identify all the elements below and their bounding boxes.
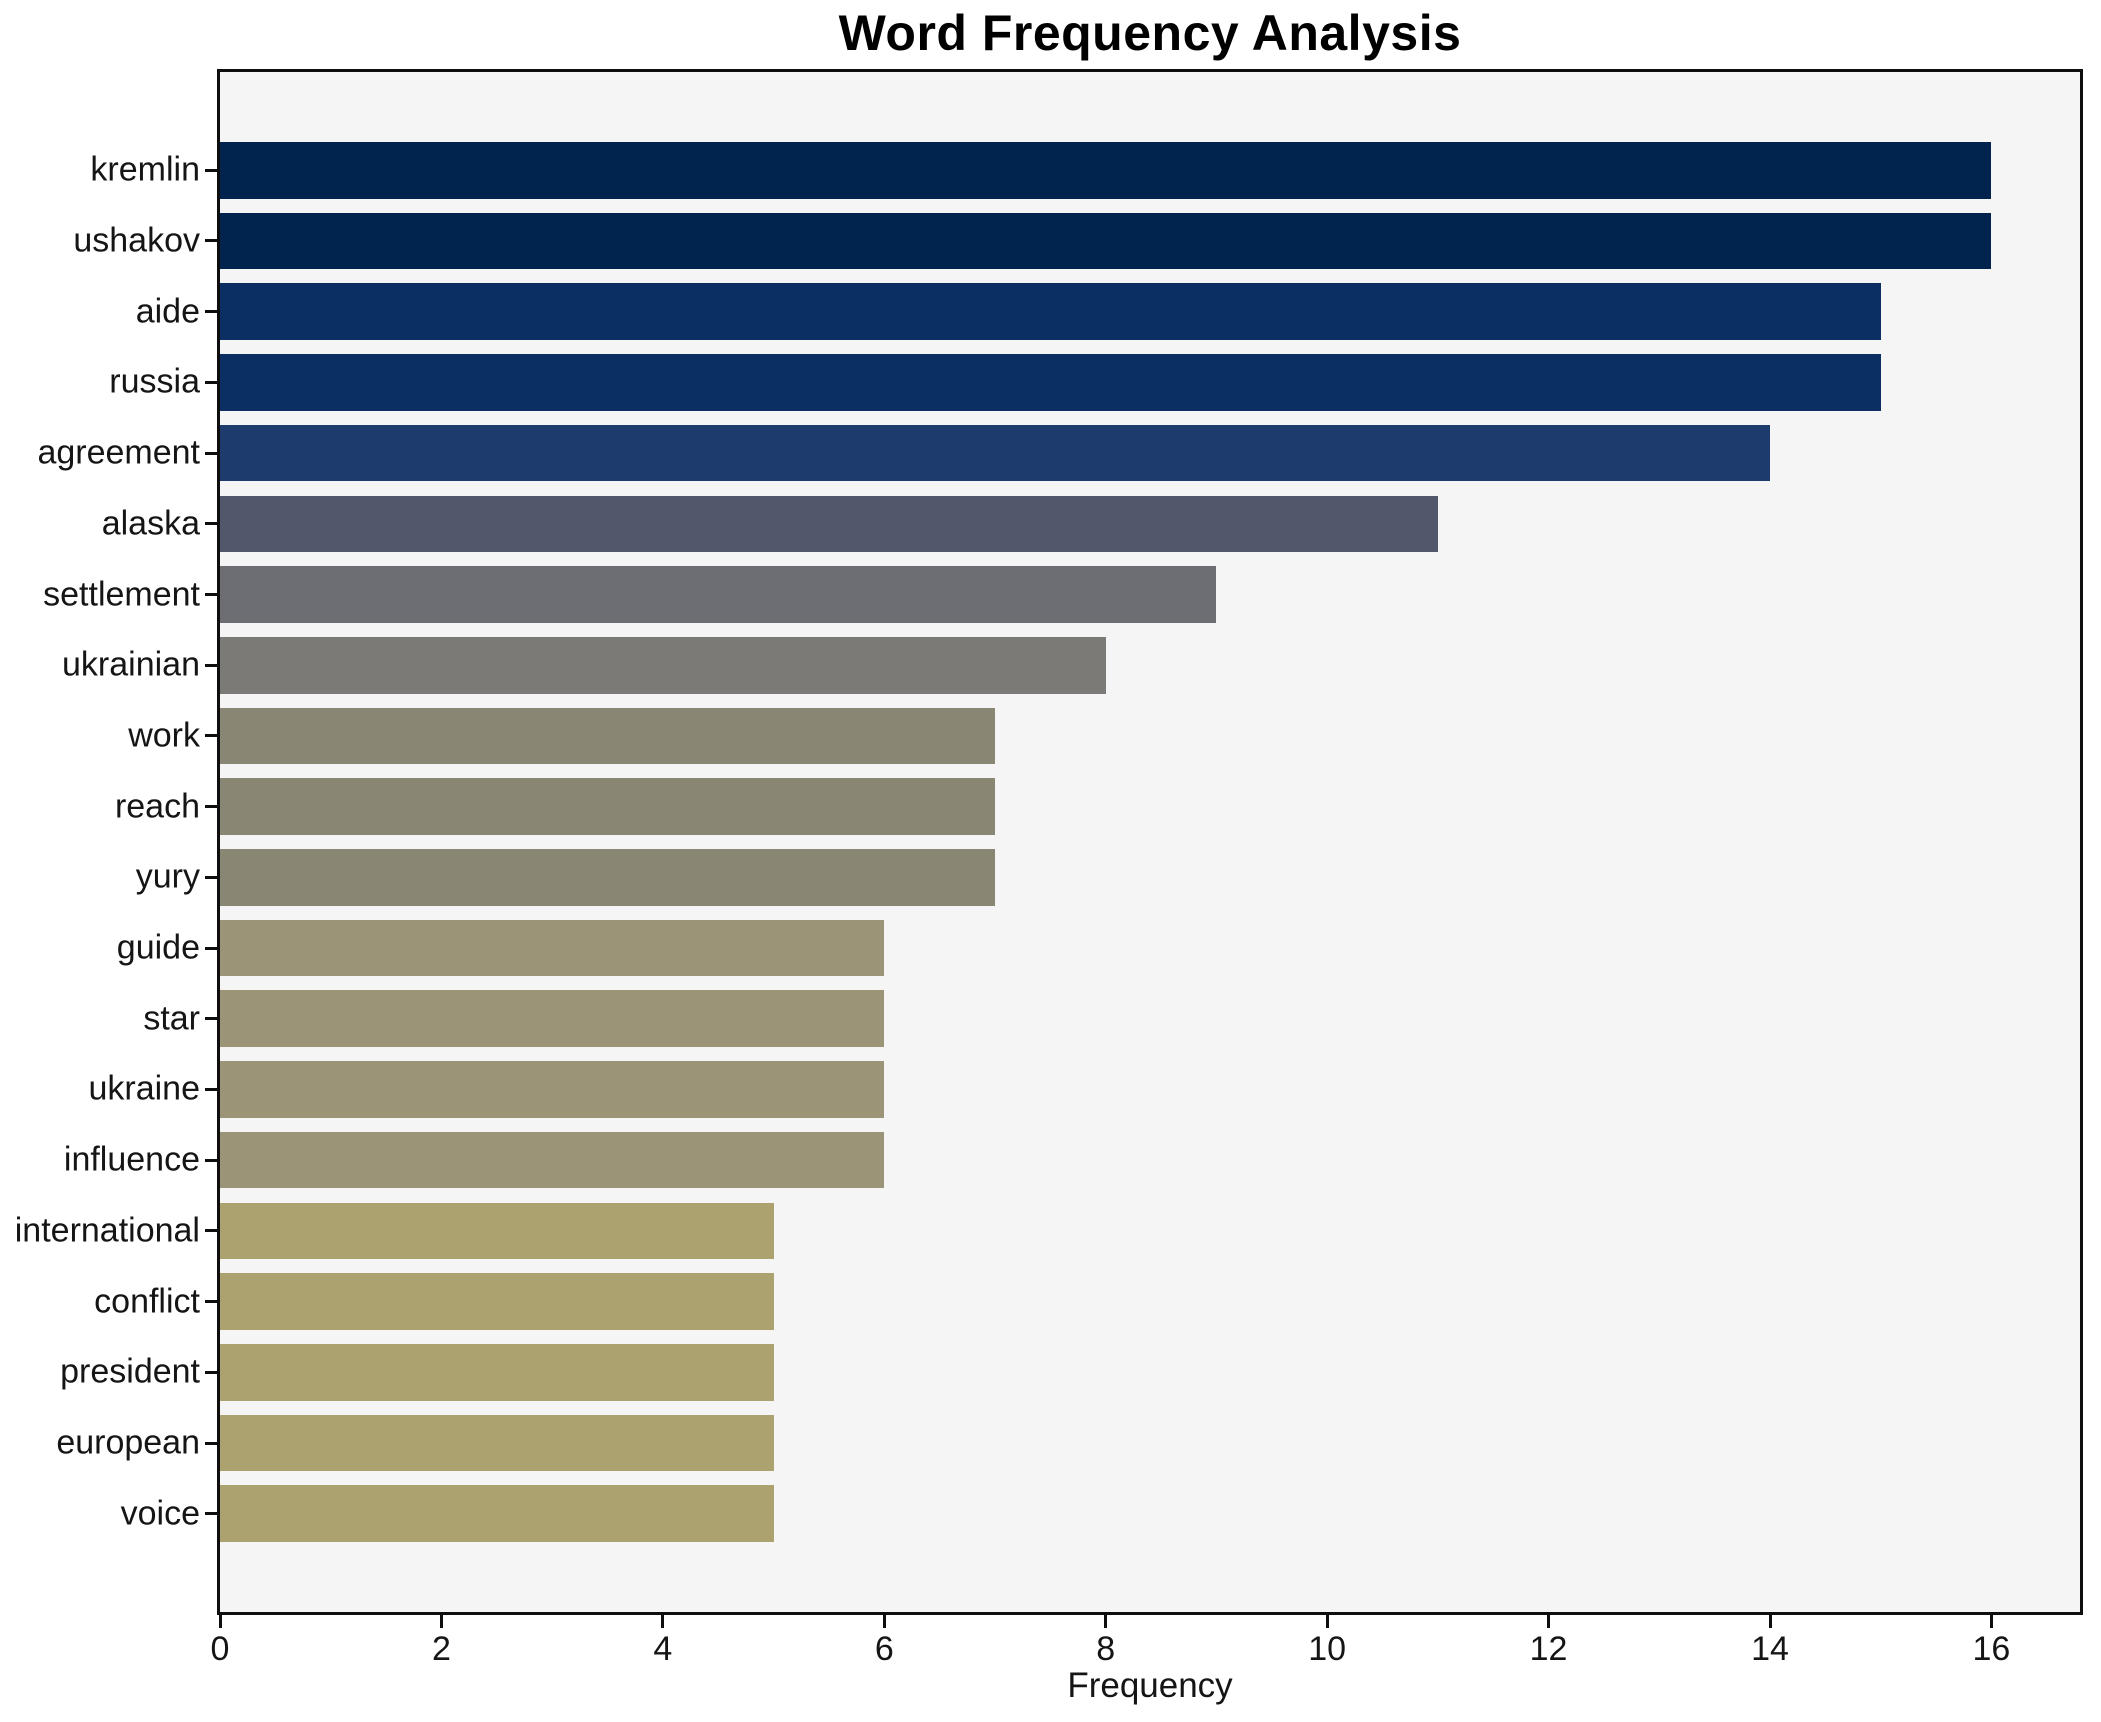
y-tick-label-international: international <box>14 1211 200 1250</box>
y-tick-label-ushakov: ushakov <box>73 221 200 260</box>
chart-title: Word Frequency Analysis <box>838 5 1462 61</box>
y-tick-mark <box>205 734 217 738</box>
y-tick-mark <box>205 522 217 526</box>
bar-ukraine <box>220 1061 885 1118</box>
x-tick-mark <box>1547 1615 1551 1628</box>
x-tick-label-8: 8 <box>1096 1630 1116 1668</box>
x-tick-mark <box>439 1615 443 1628</box>
y-tick-mark <box>205 1087 217 1091</box>
x-tick-label-10: 10 <box>1308 1630 1347 1668</box>
y-tick-mark <box>205 310 217 314</box>
y-tick-label-star: star <box>143 999 200 1038</box>
bar-ukrainian <box>220 636 1106 694</box>
bar-kremlin <box>220 142 1992 199</box>
x-tick-label-0: 0 <box>210 1630 230 1668</box>
y-tick-label-president: president <box>60 1352 200 1391</box>
y-tick-mark <box>205 805 217 809</box>
y-tick-mark <box>205 1512 217 1516</box>
y-tick-label-conflict: conflict <box>94 1282 200 1321</box>
bar-voice <box>220 1485 774 1542</box>
y-tick-label-russia: russia <box>109 362 200 401</box>
bar-agreement <box>220 424 1770 482</box>
y-tick-label-voice: voice <box>120 1494 200 1533</box>
x-tick-label-16: 16 <box>1972 1630 2011 1668</box>
y-tick-label-guide: guide <box>116 928 200 967</box>
bar-international <box>220 1202 774 1260</box>
y-tick-label-reach: reach <box>114 787 200 826</box>
y-tick-mark <box>205 593 217 597</box>
y-tick-label-yury: yury <box>135 857 200 896</box>
x-tick-label-6: 6 <box>874 1630 894 1668</box>
x-tick-label-4: 4 <box>653 1630 673 1668</box>
x-tick-mark <box>1989 1615 1993 1628</box>
x-tick-label-14: 14 <box>1751 1630 1789 1668</box>
bar-reach <box>220 778 995 835</box>
y-tick-label-agreement: agreement <box>37 433 200 472</box>
y-tick-mark <box>205 663 217 667</box>
y-tick-mark <box>205 451 217 455</box>
x-tick-mark <box>882 1615 886 1628</box>
x-tick-label-12: 12 <box>1529 1630 1568 1668</box>
y-tick-label-european: european <box>56 1423 200 1462</box>
bar-aide <box>220 283 1881 340</box>
y-tick-label-work: work <box>128 716 200 755</box>
x-axis-title: Frequency <box>1067 1666 1233 1705</box>
x-tick-mark <box>1104 1615 1108 1628</box>
y-tick-mark <box>205 380 217 384</box>
y-tick-label-influence: influence <box>63 1140 200 1179</box>
plot-area <box>217 69 2083 1615</box>
x-tick-mark <box>661 1615 665 1628</box>
bar-star <box>220 990 885 1048</box>
bar-work <box>220 707 995 765</box>
y-tick-label-alaska: alaska <box>101 504 200 543</box>
bar-settlement <box>220 566 1217 623</box>
x-tick-mark <box>1325 1615 1329 1628</box>
y-tick-mark <box>205 168 217 172</box>
y-tick-mark <box>205 1017 217 1021</box>
y-tick-label-ukrainian: ukrainian <box>62 645 200 684</box>
x-tick-label-2: 2 <box>431 1630 451 1668</box>
y-tick-mark <box>205 875 217 879</box>
y-tick-mark <box>205 239 217 243</box>
bar-alaska <box>220 495 1438 553</box>
bar-president <box>220 1344 774 1401</box>
y-tick-mark <box>205 1370 217 1374</box>
y-tick-label-aide: aide <box>135 292 200 331</box>
bar-european <box>220 1414 774 1472</box>
y-tick-mark <box>205 1158 217 1162</box>
y-tick-mark <box>205 1229 217 1233</box>
bar-ushakov <box>220 212 1992 270</box>
bar-conflict <box>220 1273 774 1330</box>
y-tick-mark <box>205 1441 217 1445</box>
y-tick-mark <box>205 946 217 950</box>
x-tick-mark <box>218 1615 222 1628</box>
x-tick-mark <box>1768 1615 1772 1628</box>
y-tick-label-kremlin: kremlin <box>90 150 200 189</box>
y-tick-label-settlement: settlement <box>43 575 200 614</box>
bar-influence <box>220 1131 885 1189</box>
bar-yury <box>220 849 995 906</box>
bar-guide <box>220 919 885 977</box>
bar-russia <box>220 354 1881 411</box>
y-tick-label-ukraine: ukraine <box>88 1069 200 1108</box>
y-tick-mark <box>205 1300 217 1304</box>
